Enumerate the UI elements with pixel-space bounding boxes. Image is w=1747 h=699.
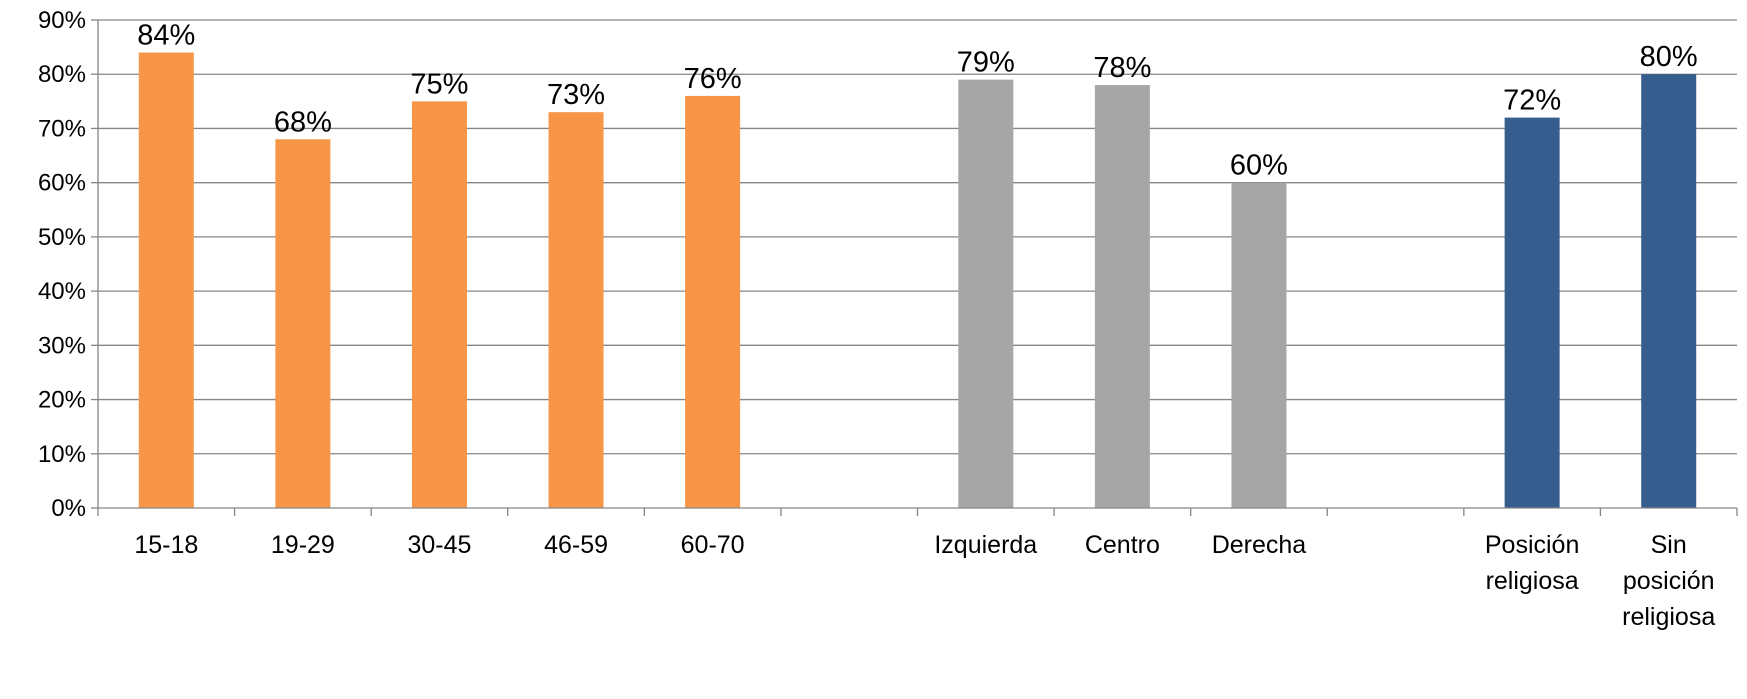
y-tick-label: 50% <box>38 224 86 251</box>
y-tick-label: 20% <box>38 387 86 414</box>
y-axis-ticks: 0% 10% 20% 30% 40% 50% 60% 70% 80% 90% <box>38 7 98 522</box>
data-label: 72% <box>1503 85 1561 117</box>
bar <box>1504 117 1560 508</box>
x-tick-label: Derecha <box>1212 531 1307 559</box>
y-tick-label: 90% <box>38 7 86 34</box>
bar <box>275 139 331 509</box>
y-tick-label: 70% <box>38 115 86 142</box>
x-tick-label: 15-18 <box>134 531 198 559</box>
data-label: 75% <box>410 68 468 100</box>
x-tick-label: 19-29 <box>271 531 335 559</box>
data-labels: 84% 68% 75% 73% 76% 79% 78% 60% 72% 80% <box>137 20 1697 182</box>
gridlines <box>98 19 1737 455</box>
data-label: 78% <box>1093 52 1151 84</box>
y-tick-label: 40% <box>38 278 86 305</box>
data-label: 68% <box>274 106 332 138</box>
bar <box>958 79 1014 509</box>
y-tick-label: 10% <box>38 441 86 468</box>
data-label: 80% <box>1640 41 1698 73</box>
y-tick-label: 80% <box>38 61 86 88</box>
bar <box>1231 182 1287 508</box>
y-tick-label: 60% <box>38 170 86 197</box>
x-tick-label: 60-70 <box>681 531 745 559</box>
x-tick-label: Centro <box>1085 531 1160 559</box>
y-tick-label: 0% <box>51 495 86 522</box>
data-label: 76% <box>684 63 742 95</box>
bar <box>548 112 604 508</box>
bar <box>411 101 467 508</box>
x-tick-label: religiosa <box>1622 603 1715 631</box>
data-label: 60% <box>1230 150 1288 182</box>
data-label: 84% <box>137 20 195 52</box>
y-tick-label: 30% <box>38 332 86 359</box>
x-tick-label: Posición <box>1485 531 1580 559</box>
bar <box>685 95 741 509</box>
x-tick-label: Sin <box>1651 531 1687 559</box>
x-tick-label: Izquierda <box>934 531 1037 559</box>
bar <box>1641 74 1697 508</box>
bars <box>138 52 1697 509</box>
x-tick-label: 30-45 <box>407 531 471 559</box>
data-label: 73% <box>547 79 605 111</box>
x-axis <box>97 20 1738 516</box>
x-tick-label: posición <box>1623 567 1715 595</box>
bar <box>138 52 194 509</box>
x-tick-label: 46-59 <box>544 531 608 559</box>
data-label: 79% <box>957 47 1015 79</box>
bar <box>1094 85 1150 509</box>
x-tick-label: religiosa <box>1486 567 1579 595</box>
x-axis-labels: 15-18 19-29 30-45 46-59 60-70 Izquierda Centro… <box>134 531 1715 631</box>
